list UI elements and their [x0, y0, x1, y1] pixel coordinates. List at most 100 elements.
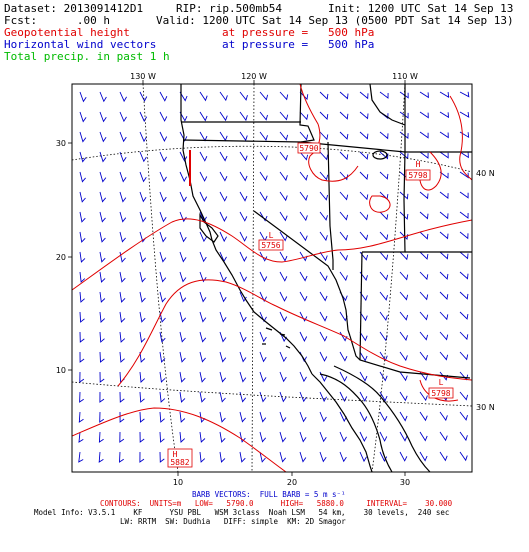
svg-text:H: H: [416, 160, 421, 169]
wind-barb: [239, 371, 247, 383]
wind-barb: [299, 371, 307, 383]
wind-barb: [379, 171, 389, 180]
wind-barb: [139, 371, 146, 383]
wind-barb: [399, 211, 409, 220]
wind-barb: [379, 431, 388, 442]
wind-barb: [179, 151, 188, 162]
wind-barb: [339, 251, 348, 261]
wind-barb: [259, 411, 267, 423]
wind-barb: [119, 411, 125, 423]
wind-barb: [419, 191, 429, 200]
svg-text:5790: 5790: [299, 144, 318, 153]
wind-barb: [419, 411, 428, 422]
wind-barb: [139, 311, 146, 323]
wind-barb: [219, 391, 226, 403]
contour-5850: [71, 407, 287, 473]
wind-barb: [179, 311, 187, 323]
wind-barb: [199, 411, 206, 423]
wind-barb: [199, 371, 206, 383]
wind-barb: [219, 291, 227, 303]
wind-barb: [279, 371, 287, 383]
wind-barb: [259, 311, 267, 323]
low-label-5798-se: L 5798: [428, 378, 454, 399]
wind-barb: [319, 271, 328, 282]
wind-barb: [259, 451, 266, 463]
svg-text:5798: 5798: [431, 389, 450, 398]
wind-barb: [99, 291, 106, 303]
wind-barb: [419, 251, 429, 260]
wind-barb: [159, 351, 166, 363]
low-label-5756: L 5756: [258, 231, 284, 251]
wind-barb: [339, 231, 348, 241]
coastline-layer: [180, 83, 472, 473]
wind-barb: [159, 271, 167, 283]
wind-barb: [199, 171, 208, 182]
wind-barb: [159, 431, 165, 443]
wind-barb: [319, 331, 328, 342]
wind-barb: [99, 151, 107, 163]
wind-barb: [379, 91, 389, 99]
wind-barb: [379, 371, 388, 382]
wind-barb: [419, 431, 428, 442]
map-frame: [71, 83, 473, 473]
wind-barb: [239, 211, 248, 222]
wind-barb: [99, 351, 105, 363]
wind-barb: [179, 111, 188, 122]
wind-barb: [359, 451, 367, 463]
wind-barb: [159, 231, 167, 243]
wind-barb: [299, 311, 308, 322]
wind-barb: [339, 391, 348, 402]
wind-barb: [419, 111, 429, 119]
oregon-border: [182, 139, 406, 153]
wind-barb: [119, 431, 125, 443]
wind-barb: [359, 331, 368, 342]
wind-barb: [79, 351, 85, 363]
wind-barbs-layer: [78, 91, 470, 463]
az-nm-border: [359, 251, 363, 361]
wind-barb: [459, 411, 468, 421]
wind-barb: [199, 251, 207, 263]
wind-barb: [359, 311, 368, 322]
wind-barb: [219, 331, 227, 343]
wind-barb: [439, 231, 449, 240]
wind-barb: [419, 351, 428, 361]
wind-barb: [279, 391, 287, 403]
wind-barb: [419, 331, 429, 341]
wind-barb: [159, 391, 166, 403]
wind-barb: [279, 451, 287, 463]
wind-barb: [339, 451, 347, 463]
wind-barb: [359, 431, 368, 442]
wind-barb: [299, 331, 308, 343]
wind-barb: [319, 231, 328, 242]
lon-label-130w: 130 W: [130, 72, 156, 81]
wind-barb: [379, 251, 389, 261]
contour-high-ut: [419, 151, 442, 191]
wind-barb: [179, 191, 187, 203]
wind-barb: [259, 111, 268, 121]
wind-barb: [419, 311, 429, 321]
wind-barb: [399, 411, 408, 422]
wind-barb: [439, 91, 450, 98]
contour-east: [449, 95, 473, 181]
bottom-label-30: 30: [400, 478, 410, 487]
wind-barb: [219, 111, 228, 122]
wind-barb: [119, 111, 127, 123]
wind-barb: [139, 211, 147, 223]
wind-barb: [79, 191, 86, 203]
wind-barb: [399, 251, 409, 261]
great-salt-lake: [372, 150, 388, 160]
wind-barb: [199, 271, 207, 283]
wind-barb: [139, 91, 148, 102]
svg-text:L: L: [269, 231, 274, 240]
wind-barb: [259, 151, 268, 162]
wind-barb: [459, 451, 468, 462]
wind-barb: [279, 351, 287, 363]
wind-barb: [399, 111, 409, 119]
wind-barb: [439, 291, 449, 301]
wind-barb: [399, 451, 408, 462]
wind-barb: [159, 331, 166, 343]
wind-barb: [139, 391, 145, 403]
wind-barb: [99, 251, 106, 263]
wind-barb: [379, 391, 388, 402]
